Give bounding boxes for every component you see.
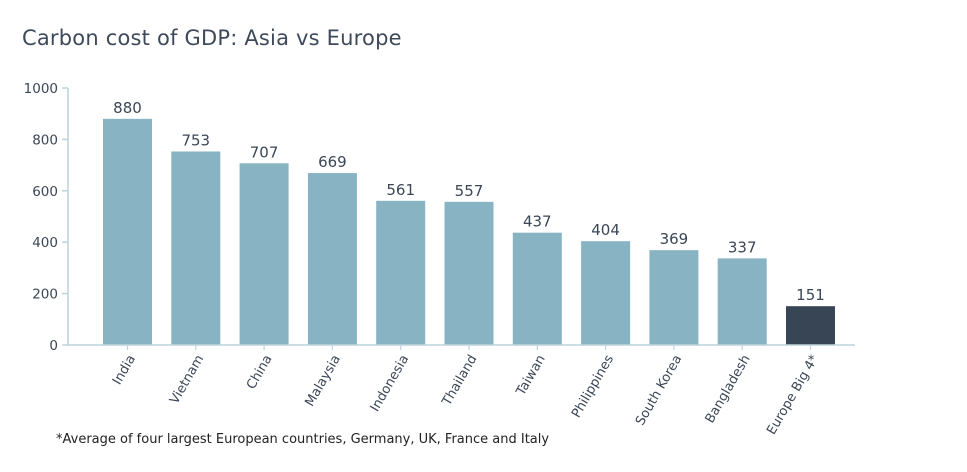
y-tick-label: 200 <box>32 287 58 303</box>
bar-value-label: 557 <box>455 182 484 200</box>
bar-value-label: 437 <box>523 213 552 231</box>
x-tick-label: Vietnam <box>167 353 207 407</box>
footnote: *Average of four largest European countr… <box>56 432 550 447</box>
x-tick-label: Malaysia <box>302 353 343 410</box>
bar <box>649 250 699 345</box>
y-axis: 0 200 400 600 800 1000 <box>24 81 69 354</box>
y-tick-label: 400 <box>32 235 58 251</box>
bar <box>581 241 631 345</box>
bar <box>171 151 221 345</box>
bar-value-label: 337 <box>728 238 757 256</box>
bar-value-label: 880 <box>113 99 142 117</box>
bar-value-label: 561 <box>386 181 415 199</box>
bar <box>444 201 494 345</box>
bar-value-label: 669 <box>318 153 347 171</box>
bar-value-label: 753 <box>181 131 210 149</box>
bar <box>307 173 357 345</box>
bar-europe <box>786 306 835 345</box>
bar-value-label: 369 <box>660 230 689 248</box>
bar-value-label: 151 <box>796 286 825 304</box>
bar <box>512 232 562 345</box>
bar-value-label: 707 <box>250 143 279 161</box>
bar <box>239 163 289 345</box>
x-tick-label: India <box>110 353 139 388</box>
x-tick-label: Philippines <box>569 352 617 420</box>
x-tick-label: China <box>244 353 276 393</box>
x-tick-label: Europe Big 4* <box>764 352 822 437</box>
y-tick-label: 600 <box>32 184 58 200</box>
x-tick-label: Indonesia <box>368 353 412 415</box>
bar <box>376 200 426 345</box>
y-tick-label: 800 <box>32 132 58 148</box>
y-tick-label: 1000 <box>24 81 58 97</box>
chart-title: Carbon cost of GDP: Asia vs Europe <box>22 26 402 50</box>
bar-value-label: 404 <box>591 221 620 239</box>
bar <box>103 118 152 345</box>
bar <box>717 258 767 345</box>
x-tick-label: Taiwan <box>513 353 549 400</box>
x-tick-label: Bangladesh <box>703 353 754 427</box>
x-axis: India Vietnam China Malaysia Indonesia Thaila… <box>68 344 855 438</box>
x-tick-label: Thailand <box>439 353 480 410</box>
bars-group: 880 753 707 669 561 557 437 404 369 337 151 <box>103 99 835 345</box>
x-tick-label: South Korea <box>633 353 685 429</box>
y-tick-label: 0 <box>49 338 58 354</box>
